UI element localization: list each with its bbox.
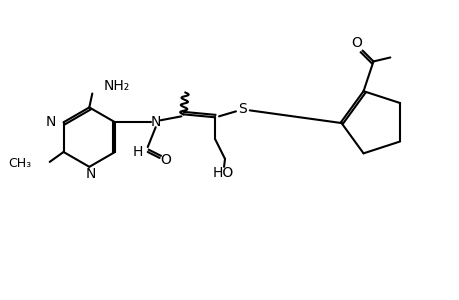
Text: N: N: [150, 115, 161, 129]
Text: N: N: [45, 115, 56, 129]
Text: H: H: [132, 145, 143, 159]
Text: HO: HO: [212, 166, 233, 180]
Text: N: N: [86, 167, 96, 181]
Text: O: O: [350, 36, 361, 50]
Text: S: S: [238, 102, 246, 116]
Text: CH₃: CH₃: [9, 158, 32, 170]
Text: NH₂: NH₂: [103, 79, 129, 93]
Text: O: O: [160, 153, 171, 167]
